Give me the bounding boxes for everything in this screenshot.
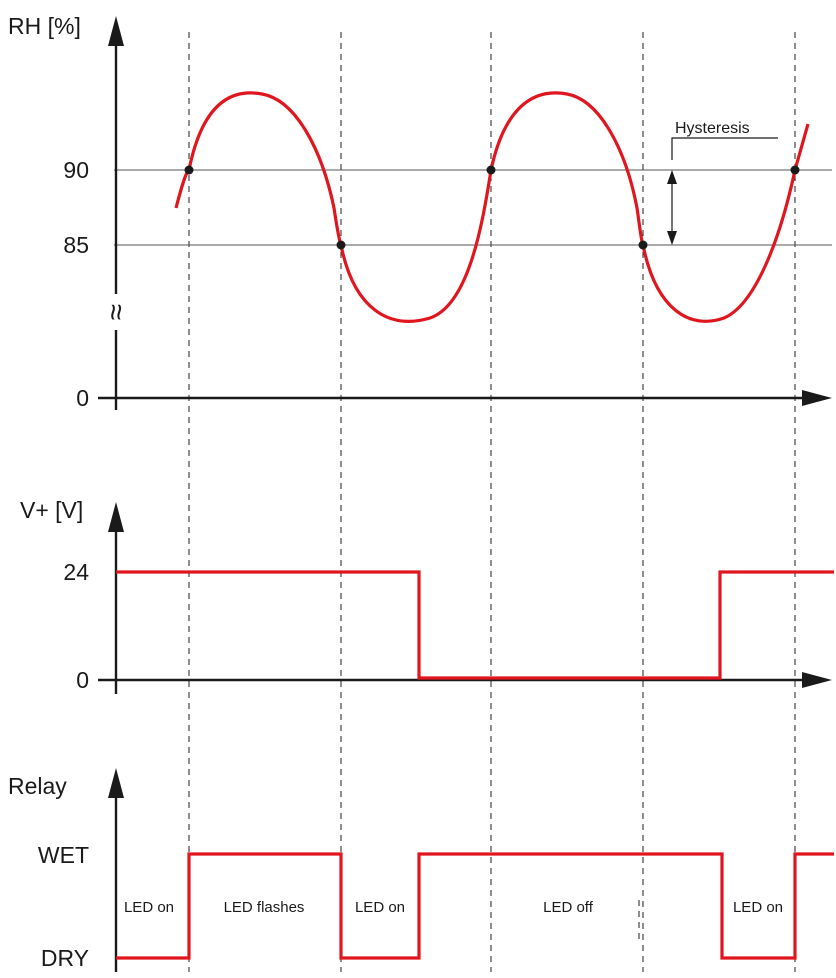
rh-panel: ≈ RH [%] 90 85 0 Hysteresis	[8, 13, 832, 411]
relay-signal	[116, 852, 834, 960]
rh-tick-0: 0	[76, 385, 89, 411]
rh-x-axis-arrow	[802, 390, 832, 406]
voltage-y-axis-arrow	[108, 502, 124, 532]
state-label-led-on-1: LED on	[124, 899, 174, 916]
relay-y-axis-arrow	[108, 768, 124, 798]
rh-axis-title: RH [%]	[8, 13, 81, 39]
relay-tick-wet: WET	[38, 842, 89, 868]
state-label-led-flashes: LED flashes	[224, 899, 305, 916]
hysteresis-arrow-up	[667, 170, 677, 184]
state-label-led-on-3: LED on	[733, 899, 783, 916]
voltage-signal	[116, 570, 834, 680]
crossing-dot-5	[790, 165, 800, 175]
relay-panel: Relay WET DRY LED on LED flashes LED on …	[8, 768, 834, 972]
crossing-dot-3	[486, 165, 496, 175]
hysteresis-leader	[671, 137, 778, 160]
voltage-tick-0: 0	[76, 667, 89, 693]
state-label-led-on-2: LED on	[355, 899, 405, 916]
voltage-panel: V+ [V] 24 0	[20, 497, 834, 694]
hysteresis-label: Hysteresis	[675, 120, 750, 137]
guide-lines	[188, 32, 796, 972]
state-label-led-off: LED off	[543, 899, 594, 916]
hysteresis-arrow-down	[667, 231, 677, 245]
rh-tick-85: 85	[63, 232, 89, 258]
crossing-dot-2	[336, 240, 346, 250]
voltage-tick-24: 24	[63, 559, 89, 585]
relay-tick-dry: DRY	[41, 945, 89, 971]
voltage-axis-title: V+ [V]	[20, 497, 83, 523]
rh-tick-90: 90	[63, 157, 89, 183]
rh-y-axis-arrow	[108, 16, 124, 46]
crossing-dot-1	[184, 165, 194, 175]
rh-curve	[174, 91, 810, 323]
relay-axis-title: Relay	[8, 773, 67, 799]
voltage-x-axis-arrow	[802, 672, 832, 688]
rh-axis-break: ≈	[100, 304, 133, 320]
crossing-dot-4	[638, 240, 648, 250]
hysteresis-annotation: Hysteresis	[667, 120, 778, 245]
